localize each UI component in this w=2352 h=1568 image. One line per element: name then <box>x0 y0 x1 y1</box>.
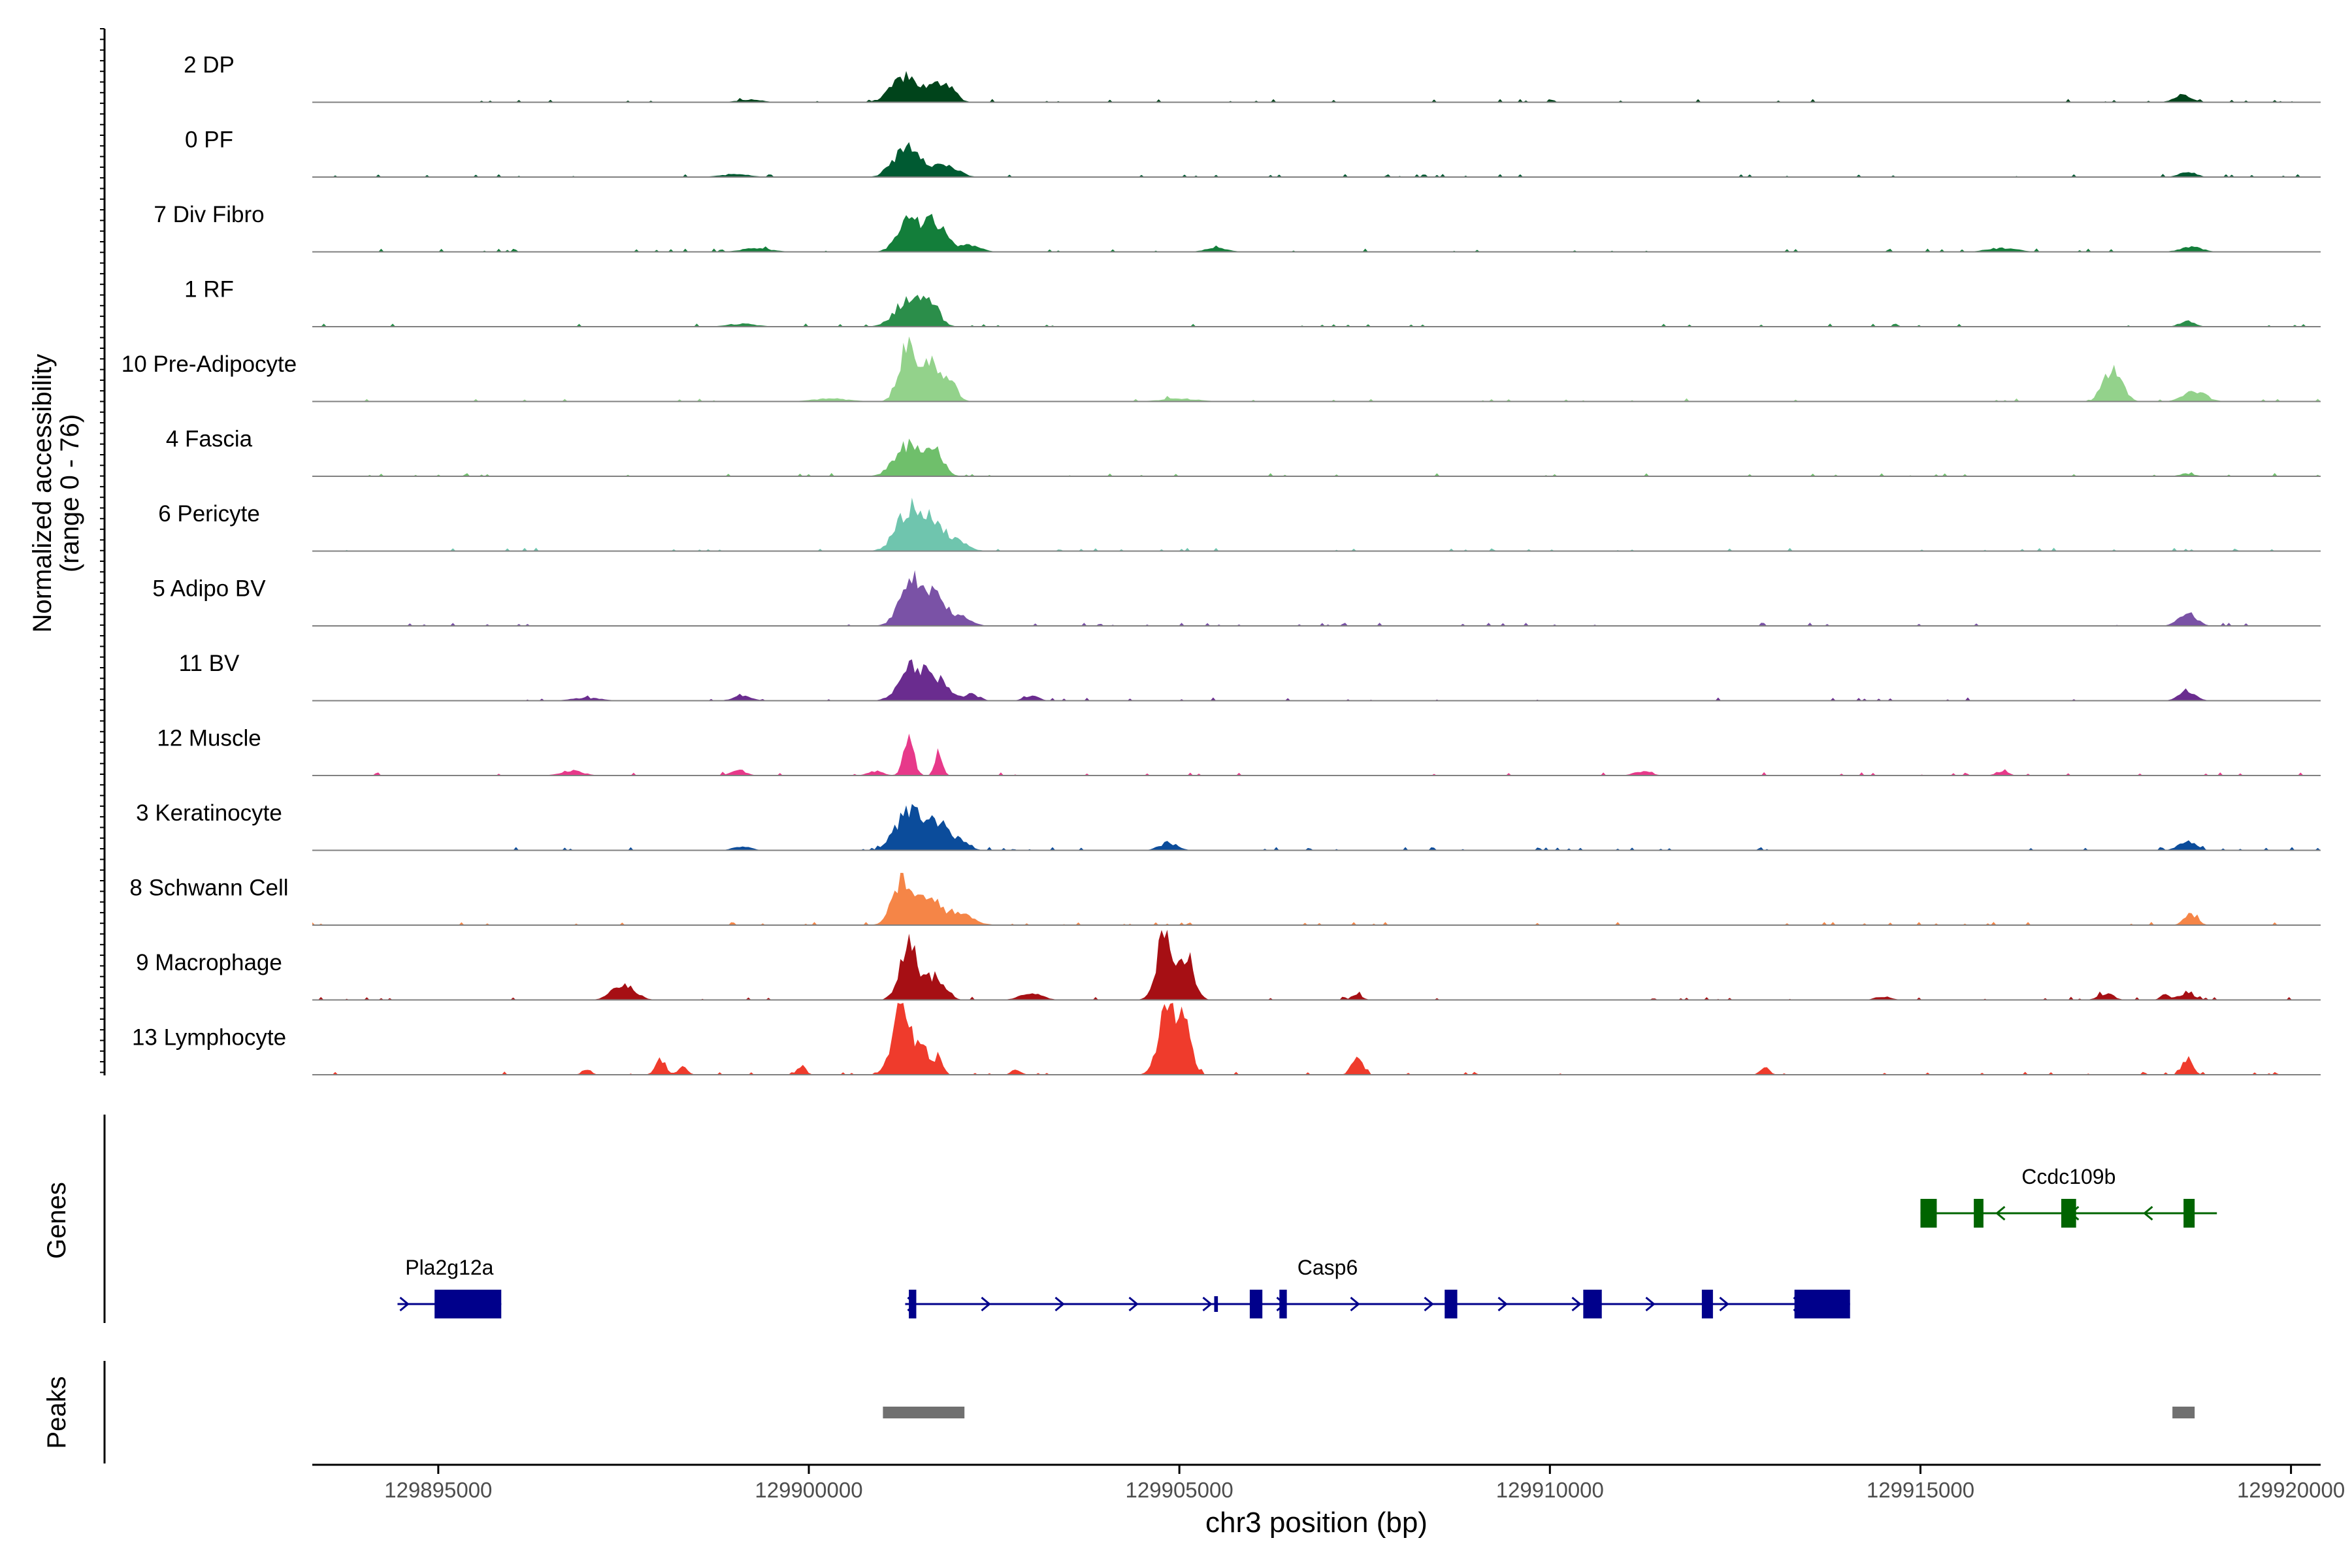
peak-region <box>883 1407 965 1418</box>
gene-exon <box>1279 1290 1287 1318</box>
gene-label: Ccdc109b <box>2021 1165 2115 1188</box>
track-2: 0 PF <box>185 127 2321 178</box>
strand-chevron <box>1571 1296 1582 1312</box>
gene-exon <box>434 1290 502 1318</box>
track-3: 7 Div Fibro <box>154 202 2321 253</box>
x-tick-label: 129910000 <box>1496 1478 1604 1502</box>
strand-chevron <box>2143 1205 2153 1221</box>
track-14: 13 Lymphocyte <box>132 1003 2321 1075</box>
track-label: 3 Keratinocyte <box>136 800 282 826</box>
track-12: 8 Schwann Cell <box>129 873 2321 926</box>
track-7: 6 Pericyte <box>158 497 2321 552</box>
peaks-panel-label: Peaks <box>42 1376 71 1448</box>
x-tick-label: 129895000 <box>384 1478 492 1502</box>
track-label: 11 BV <box>179 651 240 676</box>
gene-annotations: Pla2g12a Casp6 Ccdc109b <box>397 1165 2217 1318</box>
strand-chevron <box>1995 1205 2006 1221</box>
x-tick-label: 129915000 <box>1867 1478 1974 1502</box>
track-label: 9 Macrophage <box>136 950 282 975</box>
gene-pla2g12a: Pla2g12a <box>397 1256 502 1318</box>
peak-region <box>2172 1407 2195 1418</box>
track-label: 10 Pre-Adipocyte <box>122 351 297 377</box>
gene-exon <box>1445 1290 1458 1318</box>
gene-casp6: Casp6 <box>905 1256 1850 1318</box>
x-tick-label: 129920000 <box>2237 1478 2345 1502</box>
gene-exon <box>1920 1199 1937 1228</box>
track-label: 5 Adipo BV <box>152 576 266 602</box>
gene-exon <box>1794 1290 1850 1318</box>
x-tick-label: 129900000 <box>755 1478 862 1502</box>
coverage-area <box>312 336 2321 402</box>
track-label: 4 Fascia <box>166 427 253 452</box>
strand-chevron <box>1202 1296 1213 1312</box>
strand-chevron <box>1350 1296 1360 1312</box>
x-axis-ticks: 129895000 129900000 129905000 129910000 1299… <box>384 1465 2345 1502</box>
gene-exon <box>1974 1199 1984 1228</box>
gene-exon <box>1249 1290 1263 1318</box>
gene-ccdc109b: Ccdc109b <box>1920 1165 2217 1228</box>
gene-label: Pla2g12a <box>405 1256 493 1279</box>
track-label: 0 PF <box>185 127 233 153</box>
strand-chevron <box>1719 1296 1729 1312</box>
track-label: 2 DP <box>184 52 235 78</box>
gene-exon <box>1701 1290 1713 1318</box>
gene-exon <box>2183 1199 2195 1228</box>
genes-panel-label: Genes <box>42 1182 71 1259</box>
strand-chevron <box>1054 1296 1065 1312</box>
track-label: 13 Lymphocyte <box>132 1025 286 1051</box>
gene-label: Casp6 <box>1298 1256 1358 1279</box>
coverage-tracks: 2 DP 0 PF 7 Div Fibro 1 RF 10 Pre-Adipocyte 4… <box>122 52 2321 1075</box>
coverage-y-ticks <box>100 28 105 1073</box>
track-13: 9 Macrophage <box>136 930 2321 1001</box>
y-axis-label-line2: (range 0 - 76) <box>56 414 84 572</box>
strand-chevron <box>1645 1296 1656 1312</box>
track-1: 2 DP <box>184 52 2321 103</box>
track-label: 1 RF <box>184 277 234 302</box>
strand-chevron <box>1497 1296 1508 1312</box>
strand-chevron <box>399 1296 410 1312</box>
strand-chevron <box>981 1296 991 1312</box>
track-10: 12 Muscle <box>157 726 2321 776</box>
gene-exon <box>2061 1199 2076 1228</box>
x-axis-label: chr3 position (bp) <box>1205 1507 1428 1539</box>
track-11: 3 Keratinocyte <box>136 800 2321 851</box>
track-label: 7 Div Fibro <box>154 202 264 227</box>
track-8: 5 Adipo BV <box>152 570 2321 627</box>
peak-regions <box>883 1407 2195 1418</box>
track-5: 10 Pre-Adipocyte <box>122 336 2321 402</box>
x-tick-label: 129905000 <box>1126 1478 1233 1502</box>
gene-exon <box>1214 1296 1218 1312</box>
track-9: 11 BV <box>179 651 2321 702</box>
gene-exon <box>909 1290 917 1318</box>
y-axis-label-line1: Normalized accessibility <box>28 354 57 633</box>
gene-exon <box>1583 1290 1602 1318</box>
track-4: 1 RF <box>184 277 2321 327</box>
strand-chevron <box>1128 1296 1139 1312</box>
strand-chevron <box>1424 1296 1434 1312</box>
track-label: 6 Pericyte <box>158 501 260 527</box>
track-6: 4 Fascia <box>166 427 2321 477</box>
track-label: 8 Schwann Cell <box>129 875 288 901</box>
track-label: 12 Muscle <box>157 726 261 751</box>
